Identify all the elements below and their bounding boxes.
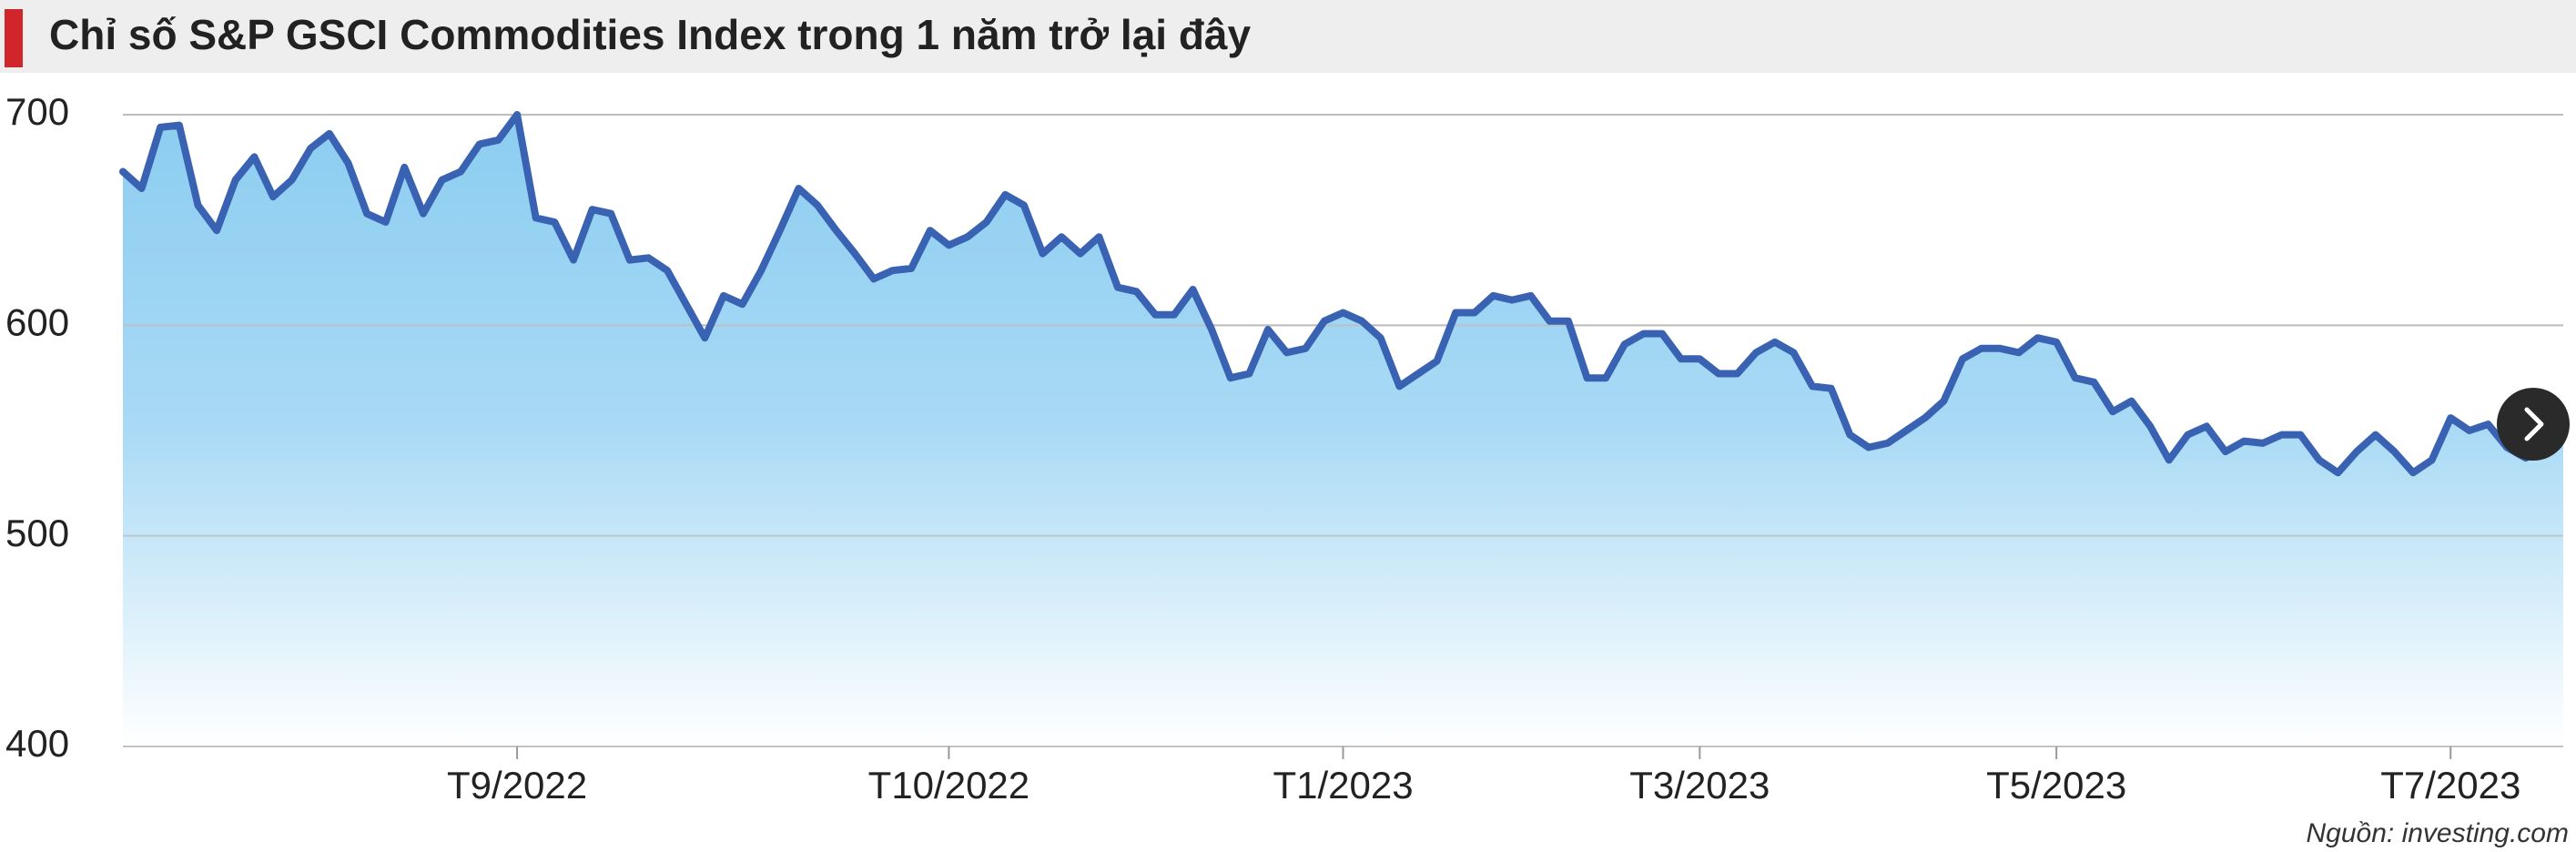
next-button-icon[interactable] bbox=[2524, 407, 2544, 441]
x-tick-label: T7/2023 bbox=[2380, 764, 2520, 806]
x-tick-label: T5/2023 bbox=[1986, 764, 2126, 806]
chart-title: Chỉ số S&P GSCI Commodities Index trong … bbox=[49, 11, 1252, 58]
title-bar bbox=[0, 0, 2576, 73]
plot-area: 400 500 600 700 T9/2022 T10/2022 T1/2023 T3/202… bbox=[5, 90, 2567, 806]
area-fill bbox=[123, 115, 2563, 746]
y-tick-label: 500 bbox=[5, 512, 69, 554]
x-tick-label: T1/2023 bbox=[1273, 764, 1413, 806]
next-button[interactable] bbox=[2497, 388, 2570, 461]
y-tick-label: 700 bbox=[5, 90, 69, 133]
x-tick-label: T3/2023 bbox=[1629, 764, 1770, 806]
y-tick-label: 400 bbox=[5, 722, 69, 765]
x-tick-label: T10/2022 bbox=[868, 764, 1029, 806]
x-tick-label: T9/2022 bbox=[447, 764, 587, 806]
next-button-circle[interactable] bbox=[2497, 388, 2570, 461]
source: Nguồn: investing.com bbox=[2307, 818, 2570, 848]
title-accent bbox=[5, 9, 23, 67]
line bbox=[119, 111, 2567, 477]
y-tick-label: 600 bbox=[5, 300, 69, 343]
